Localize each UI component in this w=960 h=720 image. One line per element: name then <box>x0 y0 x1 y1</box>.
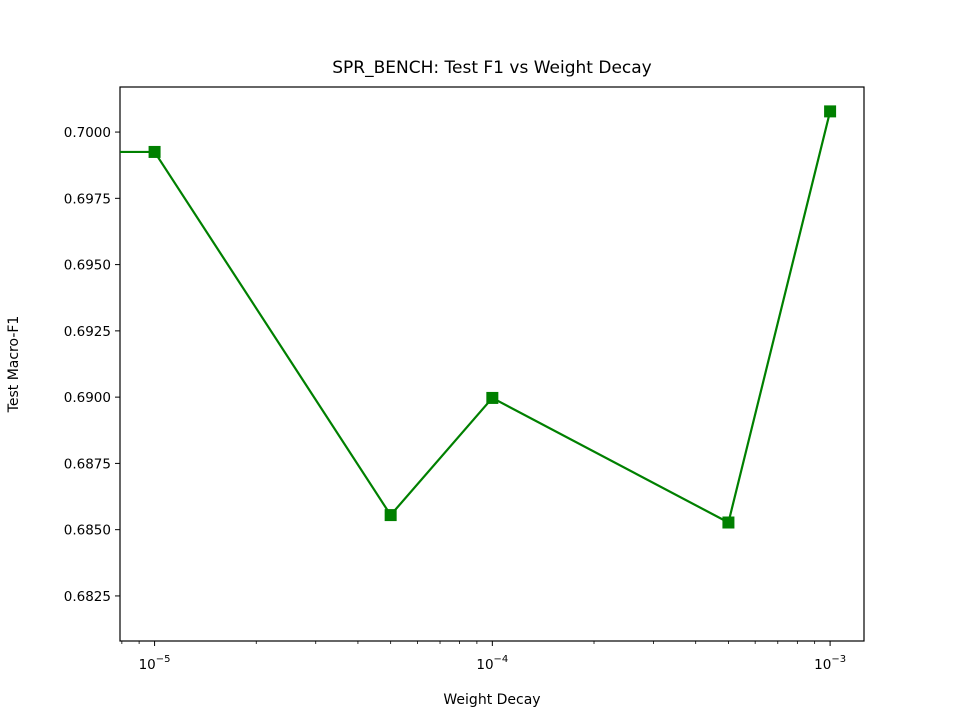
data-point <box>722 516 735 529</box>
x-tick-label: 10−5 <box>139 654 171 673</box>
y-tick-label: 0.6925 <box>64 324 111 340</box>
x-tick-label: 10−4 <box>476 654 508 673</box>
x-axis-title: Weight Decay <box>443 692 540 708</box>
y-tick-label: 0.6850 <box>64 523 111 539</box>
series-line <box>120 111 832 524</box>
y-tick-label: 0.6950 <box>64 258 111 274</box>
y-tick-label: 0.6875 <box>64 456 111 472</box>
y-tick-label: 0.6975 <box>64 191 111 207</box>
x-axis: 10−5 10−4 10−3 <box>121 641 846 673</box>
chart-title: SPR_BENCH: Test F1 vs Weight Decay <box>332 58 651 78</box>
plot-area <box>119 86 865 642</box>
data-point <box>824 105 837 118</box>
data-point <box>148 145 161 158</box>
x-tick-label: 10−3 <box>814 654 846 673</box>
series-layer <box>120 105 837 529</box>
y-axis: 0.6825 0.6850 0.6875 0.6900 0.6925 0.6950 0.69… <box>64 125 120 605</box>
data-point <box>486 391 499 404</box>
y-axis-title: Test Macro-F1 <box>6 316 22 414</box>
y-tick-label: 0.6900 <box>64 390 111 406</box>
data-point <box>384 509 397 522</box>
plot-frame <box>119 86 865 642</box>
y-tick-label: 0.7000 <box>64 125 111 141</box>
y-tick-label: 0.6825 <box>64 589 111 605</box>
